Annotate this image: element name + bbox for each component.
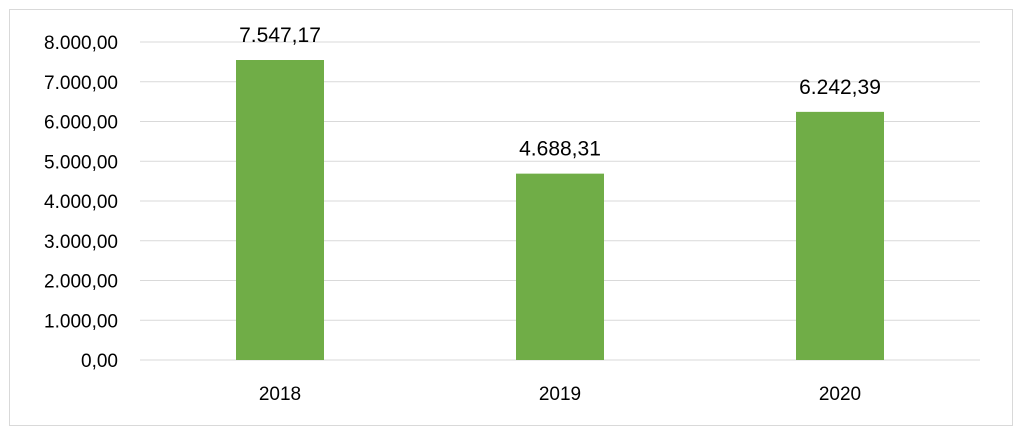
x-tick-label: 2019 [539,384,581,405]
y-tick-label: 7.000,00 [44,73,118,94]
y-tick-label: 4.000,00 [44,192,118,213]
data-label: 6.242,39 [799,76,881,99]
data-label: 4.688,31 [519,138,601,161]
y-tick-label: 8.000,00 [44,33,118,54]
x-tick-label: 2020 [819,384,861,405]
y-tick-label: 6.000,00 [44,113,118,134]
y-tick-label: 5.000,00 [44,152,118,173]
y-tick-label: 2.000,00 [44,272,118,293]
y-tick-label: 0,00 [81,351,118,372]
data-label: 7.547,17 [239,24,321,47]
y-tick-label: 1.000,00 [44,311,118,332]
y-tick-label: 3.000,00 [44,232,118,253]
bar-2019 [516,173,604,360]
chart-frame [9,9,1013,426]
bar-2020 [796,111,884,361]
bar-2018 [236,59,324,360]
x-tick-label: 2018 [259,384,301,405]
